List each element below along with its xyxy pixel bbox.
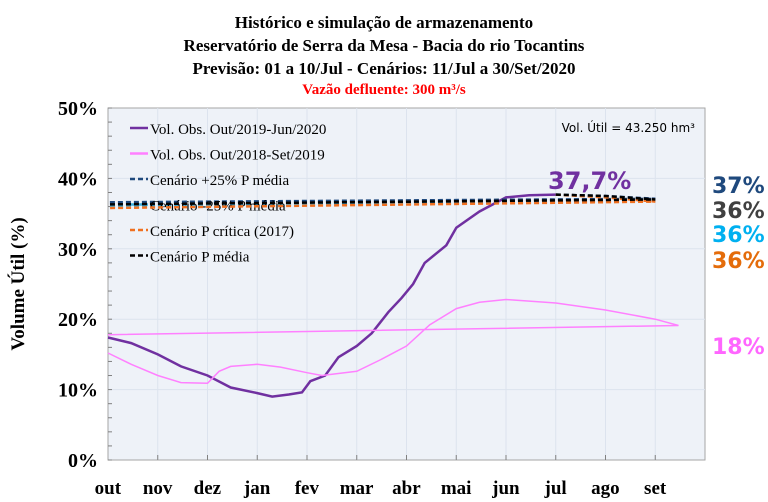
end-value-label: 18% — [712, 335, 765, 360]
chart-title-1: Histórico e simulação de armazenamento — [234, 13, 534, 32]
legend-label-0: Vol. Obs. Out/2019-Jun/2020 — [150, 122, 326, 138]
series-line-0 — [107, 193, 556, 398]
series-line-5 — [107, 193, 656, 206]
y-tick-label: 20% — [58, 309, 98, 331]
legend-label-4: Cenário P crítica (2017) — [150, 224, 294, 240]
x-tick-label: abr — [392, 478, 421, 499]
x-tick-label: jan — [243, 478, 271, 499]
x-tick-label: set — [644, 478, 667, 499]
x-tick-label: fev — [295, 478, 320, 499]
x-tick-label: out — [95, 478, 122, 499]
x-tick-label: jul — [544, 478, 567, 499]
x-tick-label: ago — [591, 478, 620, 499]
x-tick-label: mai — [441, 478, 472, 499]
chart-subtitle: Vazão defluente: 300 m³/s — [302, 82, 466, 98]
y-tick-label: 0% — [68, 450, 98, 472]
legend-label-1: Vol. Obs. Out/2018-Set/2019 — [150, 148, 325, 164]
legend-label-5: Cenário P média — [150, 250, 250, 266]
series-line-1 — [107, 298, 679, 385]
x-tick-label: dez — [194, 478, 222, 499]
x-tick-label: nov — [143, 478, 173, 499]
end-value-label: 36% — [712, 199, 765, 224]
last-observed-label: 37,7% — [548, 167, 631, 195]
legend-label-2: Cenário +25% P média — [150, 173, 289, 189]
end-value-label: 36% — [712, 249, 765, 274]
y-tick-label: 40% — [58, 168, 98, 190]
y-tick-label: 50% — [58, 98, 98, 120]
x-tick-label: jun — [491, 478, 520, 499]
x-tick-label: mar — [340, 478, 374, 499]
chart-title-2: Reservatório de Serra da Mesa - Bacia do… — [183, 36, 585, 55]
y-axis-label: Volume Útil (%) — [7, 217, 29, 350]
end-value-label: 37% — [712, 174, 765, 199]
y-tick-label: 30% — [58, 239, 98, 261]
chart-title-3: Previsão: 01 a 10/Jul - Cenários: 11/Jul… — [192, 59, 576, 78]
end-value-label: 36% — [712, 223, 765, 248]
y-tick-label: 10% — [58, 380, 98, 402]
volume-annotation: Vol. Útil = 43.250 hm³ — [562, 120, 696, 135]
